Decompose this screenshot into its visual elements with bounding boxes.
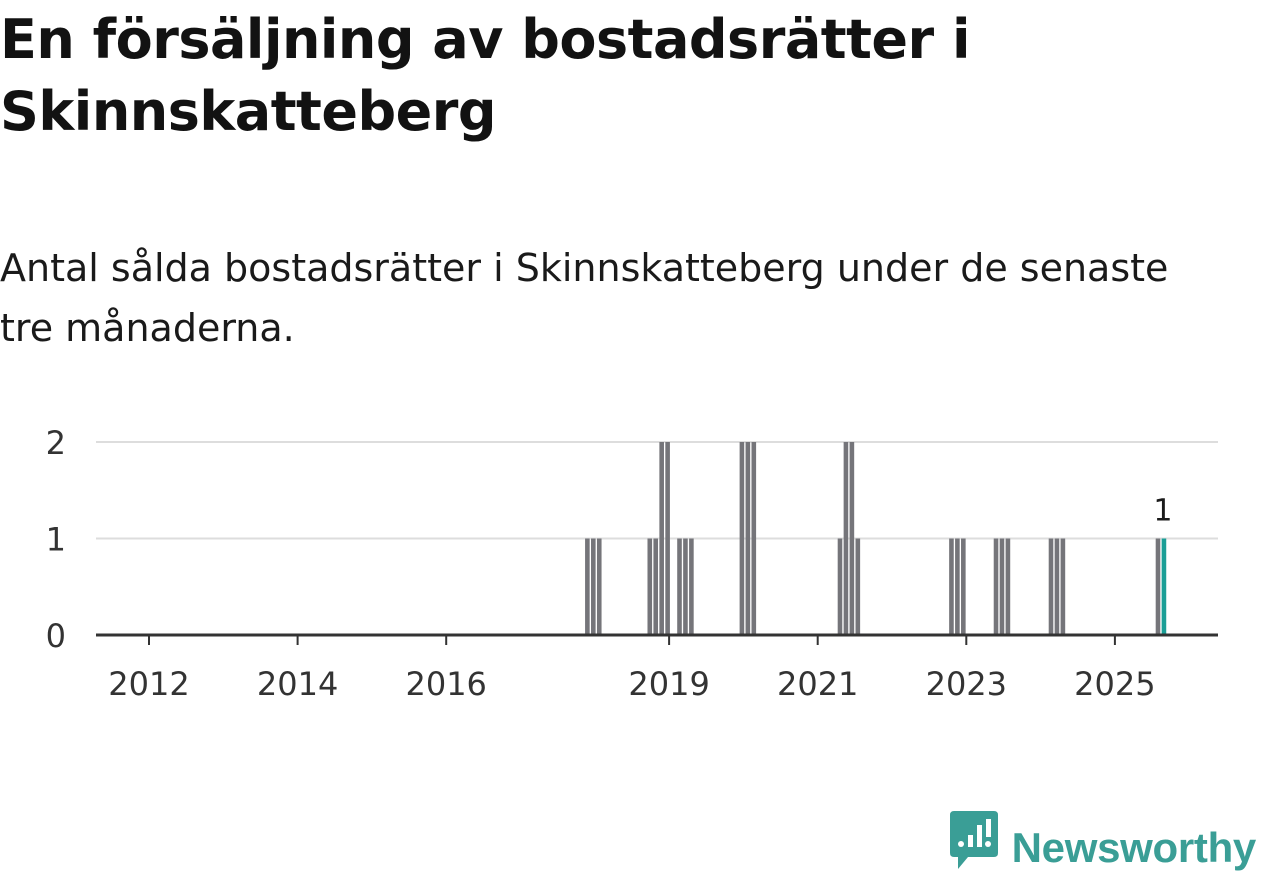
x-tick-label: 2019 — [628, 665, 709, 700]
bar-chart: 0 1 2 1 2012 2014 2016 2019 2021 2023 2025 — [46, 424, 1218, 700]
bars — [585, 442, 1167, 635]
bar — [745, 442, 751, 635]
bar — [1060, 538, 1066, 635]
bar — [677, 538, 682, 635]
bar — [955, 538, 960, 635]
newsworthy-logo-icon — [949, 811, 998, 869]
bar — [591, 538, 596, 635]
brand-logo: Newsworthy — [949, 811, 1257, 871]
x-tick-label: 2016 — [405, 665, 486, 700]
brand-name: Newsworthy — [1011, 824, 1257, 871]
bar — [961, 538, 966, 635]
bar — [739, 442, 745, 635]
chart-title: En försäljning av bostadsrätter i Skinns… — [0, 8, 970, 143]
bar — [1155, 538, 1161, 635]
x-tick-label: 2025 — [1074, 665, 1155, 700]
y-tick-label: 1 — [46, 521, 66, 559]
bar — [751, 442, 757, 635]
axes — [96, 633, 1218, 645]
x-tick-label: 2021 — [777, 665, 858, 700]
bar — [585, 538, 590, 635]
bar — [849, 442, 855, 635]
chart-subtitle: Antal sålda bostadsrätter i Skinnskatteb… — [0, 246, 1169, 350]
bar — [999, 538, 1005, 635]
bar — [659, 442, 664, 635]
y-tick-label: 2 — [46, 424, 66, 462]
bar — [855, 538, 861, 635]
bar — [843, 442, 849, 635]
bar — [1005, 538, 1011, 635]
bar-highlight — [1161, 538, 1167, 635]
y-tick-label: 0 — [46, 617, 66, 655]
bar — [1048, 538, 1054, 635]
bar — [1054, 538, 1060, 635]
bar — [683, 538, 688, 635]
bar — [665, 442, 670, 635]
x-tick-label: 2014 — [257, 665, 338, 700]
x-tick-label: 2023 — [926, 665, 1007, 700]
gridlines — [96, 441, 1218, 540]
bar — [596, 538, 602, 635]
x-tick-label: 2012 — [108, 665, 189, 700]
bar — [949, 538, 954, 635]
bar — [653, 538, 659, 635]
labels: 0 1 2 1 2012 2014 2016 2019 2021 2023 2025 — [46, 424, 1173, 700]
bar — [647, 538, 653, 635]
bar — [689, 538, 694, 635]
bar — [837, 538, 843, 635]
data-label: 1 — [1153, 494, 1172, 529]
bar — [993, 538, 999, 635]
